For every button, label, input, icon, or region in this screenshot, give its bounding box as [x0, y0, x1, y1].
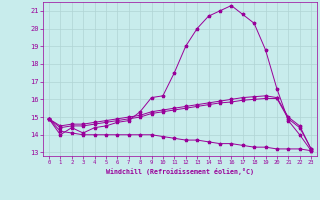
X-axis label: Windchill (Refroidissement éolien,°C): Windchill (Refroidissement éolien,°C) [106, 168, 254, 175]
